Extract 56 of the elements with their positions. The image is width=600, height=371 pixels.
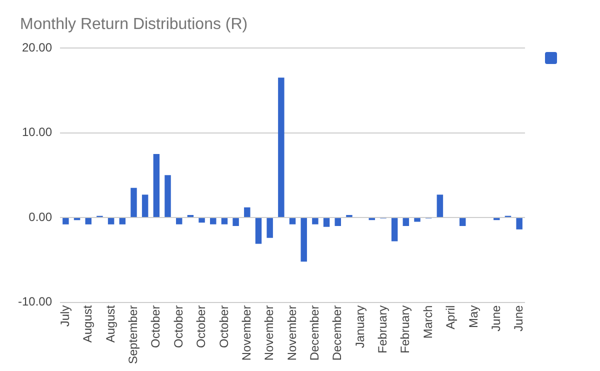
bar bbox=[289, 218, 296, 224]
bar bbox=[414, 218, 420, 222]
x-tick-label: August bbox=[103, 304, 118, 343]
x-tick-label: May bbox=[466, 305, 480, 328]
x-tick-label: November bbox=[262, 305, 276, 361]
x-tick-label: December bbox=[330, 305, 344, 361]
bar bbox=[278, 78, 284, 218]
y-tick-label: 20.00 bbox=[22, 40, 52, 54]
x-tick-label: October bbox=[171, 305, 186, 348]
bar bbox=[255, 218, 262, 244]
bar bbox=[334, 218, 341, 226]
x-tick-label: December bbox=[308, 305, 322, 361]
x-tick-label: August bbox=[80, 304, 95, 343]
x-tick-label: February bbox=[398, 305, 412, 354]
bar bbox=[85, 218, 92, 224]
bar bbox=[153, 154, 160, 218]
bar bbox=[210, 218, 216, 224]
bar bbox=[402, 218, 410, 226]
bar bbox=[323, 218, 330, 227]
bar bbox=[300, 218, 307, 262]
bar bbox=[346, 214, 352, 218]
x-tick-label: March bbox=[420, 305, 435, 339]
bar bbox=[164, 175, 171, 218]
x-tick-label: January bbox=[352, 305, 367, 348]
x-tick-label: April bbox=[444, 305, 458, 330]
y-tick-label: 0.00 bbox=[28, 210, 52, 224]
bar bbox=[187, 214, 194, 218]
bar bbox=[142, 194, 148, 218]
x-tick-label: February bbox=[376, 305, 390, 354]
x-tick-label: October bbox=[148, 305, 163, 348]
x-tick-label: November bbox=[239, 305, 254, 361]
x-tick-label: June bbox=[512, 304, 526, 332]
x-tick-label: October bbox=[194, 305, 208, 348]
x-tick-label: November bbox=[284, 305, 299, 361]
bar bbox=[232, 218, 239, 226]
bar bbox=[244, 207, 250, 218]
bar bbox=[391, 218, 398, 242]
bar bbox=[130, 188, 137, 218]
bar bbox=[516, 218, 522, 230]
bar bbox=[198, 218, 205, 223]
bar bbox=[108, 218, 114, 224]
x-tick-label: July bbox=[58, 305, 72, 327]
x-tick-label: June bbox=[488, 304, 503, 332]
bar bbox=[176, 218, 182, 224]
bar bbox=[119, 218, 126, 224]
bar bbox=[460, 218, 466, 226]
bar bbox=[221, 218, 228, 224]
x-tick-label: October bbox=[216, 305, 231, 348]
bar bbox=[62, 218, 69, 224]
y-tick-label: -10.00 bbox=[18, 294, 52, 309]
chart-title: Monthly Return Distributions (R) bbox=[20, 16, 248, 34]
x-tick-label: September bbox=[126, 305, 140, 364]
bar bbox=[312, 218, 318, 224]
bar bbox=[436, 194, 444, 218]
y-tick-label: 10.00 bbox=[22, 125, 52, 140]
bar bbox=[266, 218, 273, 238]
